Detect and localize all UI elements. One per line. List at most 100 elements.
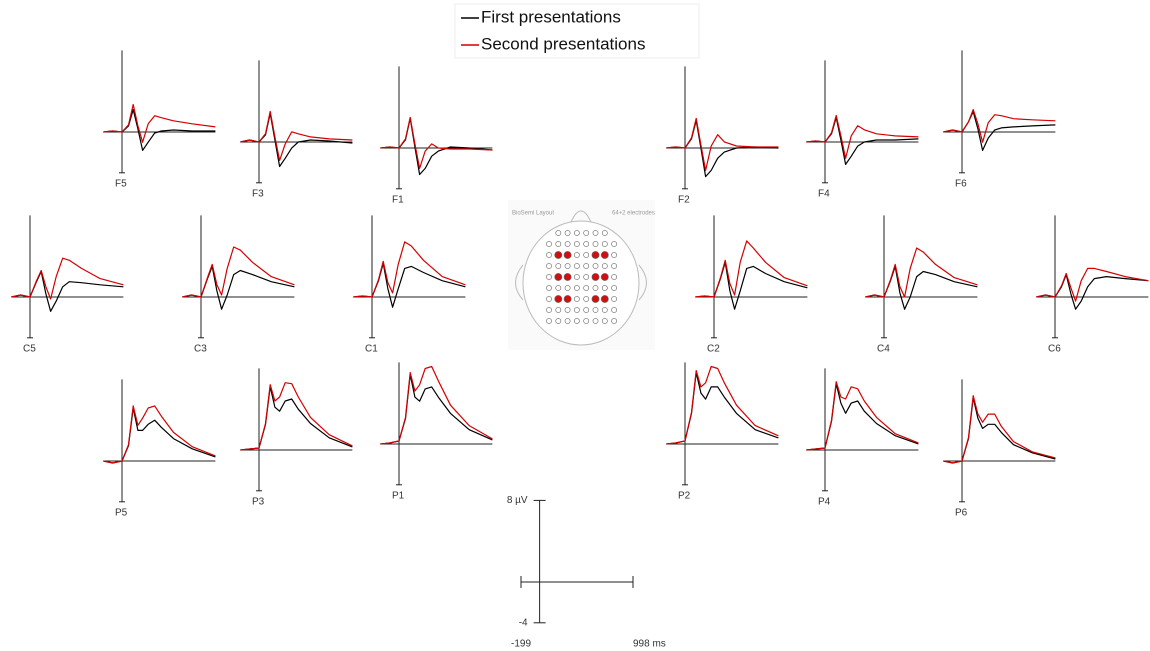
electrode bbox=[574, 241, 580, 247]
electrode bbox=[592, 230, 599, 236]
waveform bbox=[806, 383, 919, 451]
waveform bbox=[11, 257, 124, 300]
waveform bbox=[103, 103, 216, 143]
legend-label: Second presentations bbox=[481, 34, 645, 53]
erp-plot: C4 bbox=[865, 215, 978, 354]
electrode bbox=[583, 263, 590, 269]
y-tick-label: 8 µV bbox=[507, 495, 528, 506]
electrode bbox=[611, 274, 617, 280]
electrode-dots bbox=[546, 230, 617, 324]
electrode-label: P1 bbox=[392, 490, 405, 501]
waveform bbox=[103, 405, 216, 464]
electrode bbox=[592, 307, 599, 313]
electrode bbox=[583, 274, 590, 280]
erp-plot: F6 bbox=[943, 50, 1056, 189]
electrode bbox=[546, 285, 552, 291]
erp-plot: P4 bbox=[806, 368, 919, 507]
electrode bbox=[583, 307, 590, 313]
electrode bbox=[564, 263, 571, 269]
electrode bbox=[583, 241, 590, 247]
electrode-label: P4 bbox=[818, 496, 831, 507]
electrode-label: C6 bbox=[1048, 343, 1061, 354]
electrode bbox=[611, 263, 617, 269]
waveform bbox=[182, 246, 295, 298]
electrode-label: C5 bbox=[23, 343, 36, 354]
electrode bbox=[591, 251, 600, 259]
waveform bbox=[865, 247, 978, 298]
electrode bbox=[600, 273, 609, 281]
waveform bbox=[943, 395, 1056, 464]
montage-subtitle: 64+2 electrodes bbox=[612, 211, 655, 217]
electrode bbox=[555, 285, 562, 291]
electrode bbox=[554, 251, 563, 259]
electrode bbox=[546, 318, 552, 324]
electrode bbox=[583, 318, 590, 324]
waveform bbox=[666, 117, 779, 171]
waveform bbox=[1036, 267, 1149, 302]
electrode bbox=[574, 285, 580, 291]
x-tick-label: 998 ms bbox=[633, 639, 666, 650]
nose bbox=[570, 210, 592, 223]
electrode bbox=[563, 295, 572, 303]
electrode bbox=[574, 274, 580, 280]
waveform bbox=[695, 261, 808, 310]
electrode bbox=[611, 252, 617, 258]
montage-title: BioSemi Layout bbox=[512, 211, 554, 217]
waveform bbox=[380, 374, 493, 445]
electrode bbox=[546, 241, 552, 247]
waveform bbox=[103, 109, 216, 151]
electrode bbox=[564, 318, 571, 324]
electrode bbox=[592, 285, 599, 291]
legend-label: First presentations bbox=[481, 7, 621, 26]
waveform bbox=[806, 381, 919, 451]
erp-plot: C1 bbox=[353, 215, 466, 354]
electrode bbox=[555, 230, 562, 236]
electrode bbox=[601, 318, 608, 324]
electrode bbox=[601, 285, 608, 291]
electrode bbox=[563, 251, 572, 259]
electrode bbox=[592, 263, 599, 269]
legend-box bbox=[454, 3, 700, 59]
waveform bbox=[240, 382, 353, 451]
legend: First presentations Second presentations bbox=[454, 3, 700, 59]
electrode bbox=[574, 230, 580, 236]
electrode bbox=[555, 263, 562, 269]
waveform bbox=[943, 109, 1056, 143]
electrode bbox=[564, 241, 571, 247]
electrode bbox=[592, 318, 599, 324]
erp-plot: C2 bbox=[695, 215, 808, 354]
electrode bbox=[583, 285, 590, 291]
electrode bbox=[611, 296, 617, 302]
electrode bbox=[583, 296, 590, 302]
electrode-label: C2 bbox=[707, 343, 720, 354]
erp-plot: P5 bbox=[103, 379, 216, 518]
waveform bbox=[103, 407, 216, 464]
electrode-label: F2 bbox=[678, 194, 690, 205]
erp-plot: P2 bbox=[666, 362, 779, 501]
waveform bbox=[806, 116, 919, 165]
electrode-label: P2 bbox=[678, 490, 691, 501]
electrode bbox=[591, 273, 600, 281]
electrode bbox=[546, 274, 552, 280]
electrode bbox=[600, 251, 609, 259]
waveform bbox=[806, 114, 919, 159]
electrode bbox=[574, 307, 580, 313]
electrode bbox=[574, 318, 580, 324]
electrode bbox=[611, 241, 617, 247]
electrode bbox=[554, 295, 563, 303]
ears bbox=[515, 264, 647, 301]
electrode bbox=[564, 285, 571, 291]
erp-plot: F5 bbox=[103, 50, 216, 189]
electrode bbox=[583, 230, 590, 236]
erp-plot: P3 bbox=[240, 368, 353, 507]
electrode bbox=[563, 273, 572, 281]
electrode bbox=[601, 230, 608, 236]
electrode bbox=[555, 307, 562, 313]
electrode-label: P5 bbox=[115, 507, 128, 518]
electrode bbox=[574, 296, 580, 302]
scale-bar: -199 998 ms -4 8 µV bbox=[507, 495, 666, 650]
waveform bbox=[240, 112, 353, 168]
erp-plot: F2 bbox=[666, 66, 779, 205]
waveform bbox=[182, 265, 295, 310]
